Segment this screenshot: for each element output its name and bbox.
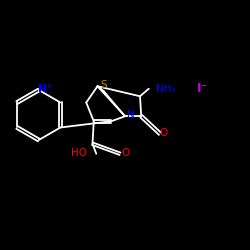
Text: HO: HO: [72, 148, 88, 158]
Text: N⁺: N⁺: [38, 84, 52, 94]
Text: NH₂: NH₂: [156, 84, 176, 94]
Text: O: O: [121, 148, 129, 158]
Text: N: N: [127, 110, 135, 120]
Text: O: O: [159, 128, 167, 138]
Text: S: S: [100, 80, 107, 90]
Text: I⁻: I⁻: [197, 82, 208, 95]
